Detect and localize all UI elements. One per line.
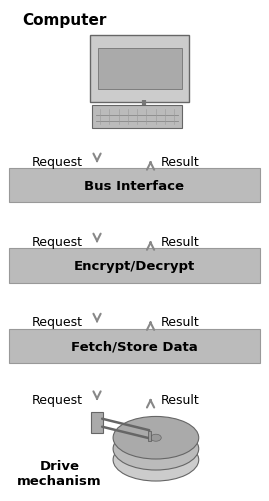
Text: Request: Request (31, 235, 82, 248)
FancyBboxPatch shape (92, 106, 182, 129)
Text: Computer: Computer (23, 13, 107, 28)
Text: Bus Interface: Bus Interface (84, 179, 185, 192)
Text: Drive
mechanism: Drive mechanism (17, 459, 102, 487)
FancyBboxPatch shape (9, 249, 260, 283)
Ellipse shape (113, 438, 199, 481)
Text: Request: Request (31, 393, 82, 406)
Text: Request: Request (31, 316, 82, 329)
Text: Result: Result (161, 393, 199, 406)
FancyBboxPatch shape (9, 169, 260, 203)
FancyBboxPatch shape (90, 36, 189, 103)
Text: Encrypt/Decrypt: Encrypt/Decrypt (74, 260, 195, 273)
FancyBboxPatch shape (91, 412, 103, 433)
FancyBboxPatch shape (9, 329, 260, 363)
FancyBboxPatch shape (98, 49, 182, 90)
FancyBboxPatch shape (148, 431, 151, 441)
Ellipse shape (113, 428, 199, 470)
Text: Result: Result (161, 316, 199, 329)
Text: Request: Request (31, 156, 82, 168)
Ellipse shape (151, 434, 161, 441)
Text: Result: Result (161, 156, 199, 168)
Ellipse shape (113, 417, 199, 459)
Text: Fetch/Store Data: Fetch/Store Data (71, 340, 198, 352)
FancyBboxPatch shape (133, 114, 155, 125)
Text: Result: Result (161, 235, 199, 248)
